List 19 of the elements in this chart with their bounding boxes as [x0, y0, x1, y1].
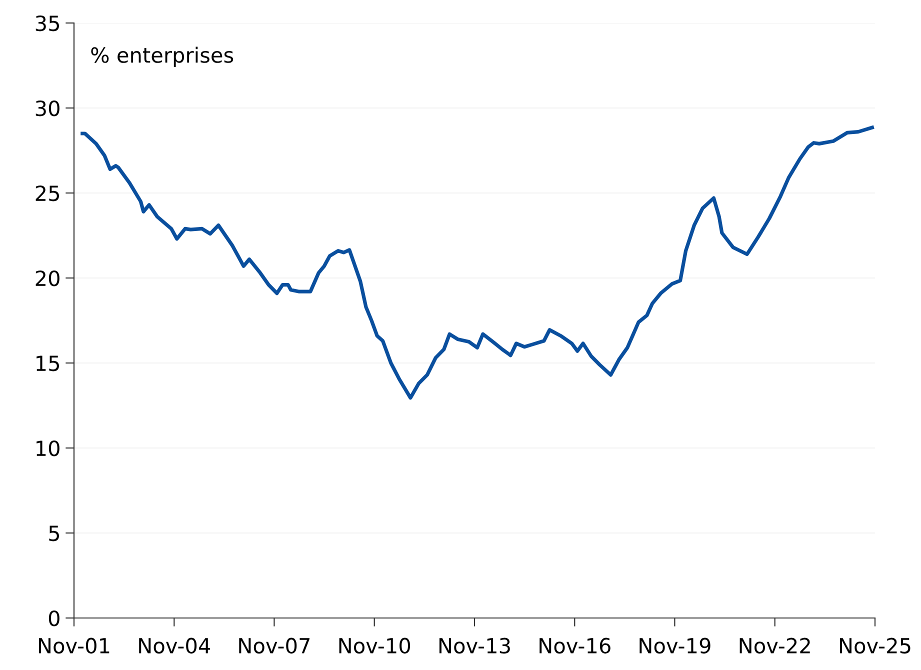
x-tick-label: Nov-16 [540, 638, 610, 654]
y-tick-label: 20 [36, 270, 60, 286]
x-tick-label: Nov-19 [640, 638, 710, 654]
x-tick-label: Nov-22 [740, 638, 810, 654]
x-tick-label: Nov-01 [38, 638, 110, 654]
y-tick-label: 25 [36, 185, 59, 202]
x-tick-label: Nov-25 [840, 638, 910, 654]
y-tick-label: 35 [36, 15, 59, 32]
y-tick-label: 10 [36, 440, 60, 456]
x-tick-label: Nov-07 [239, 638, 310, 654]
line-series [80, 126, 874, 400]
y-tick-label: 30 [36, 100, 60, 116]
x-tick-label: Nov-13 [439, 638, 510, 654]
x-tick-label: Nov-10 [339, 638, 410, 654]
y-tick-label: 0 [48, 610, 60, 626]
y-tick-label: 15 [36, 356, 59, 372]
y-axis-title: % enterprises [91, 46, 234, 67]
y-tick-label: 5 [49, 526, 59, 542]
x-tick-label: Nov-04 [139, 638, 210, 654]
